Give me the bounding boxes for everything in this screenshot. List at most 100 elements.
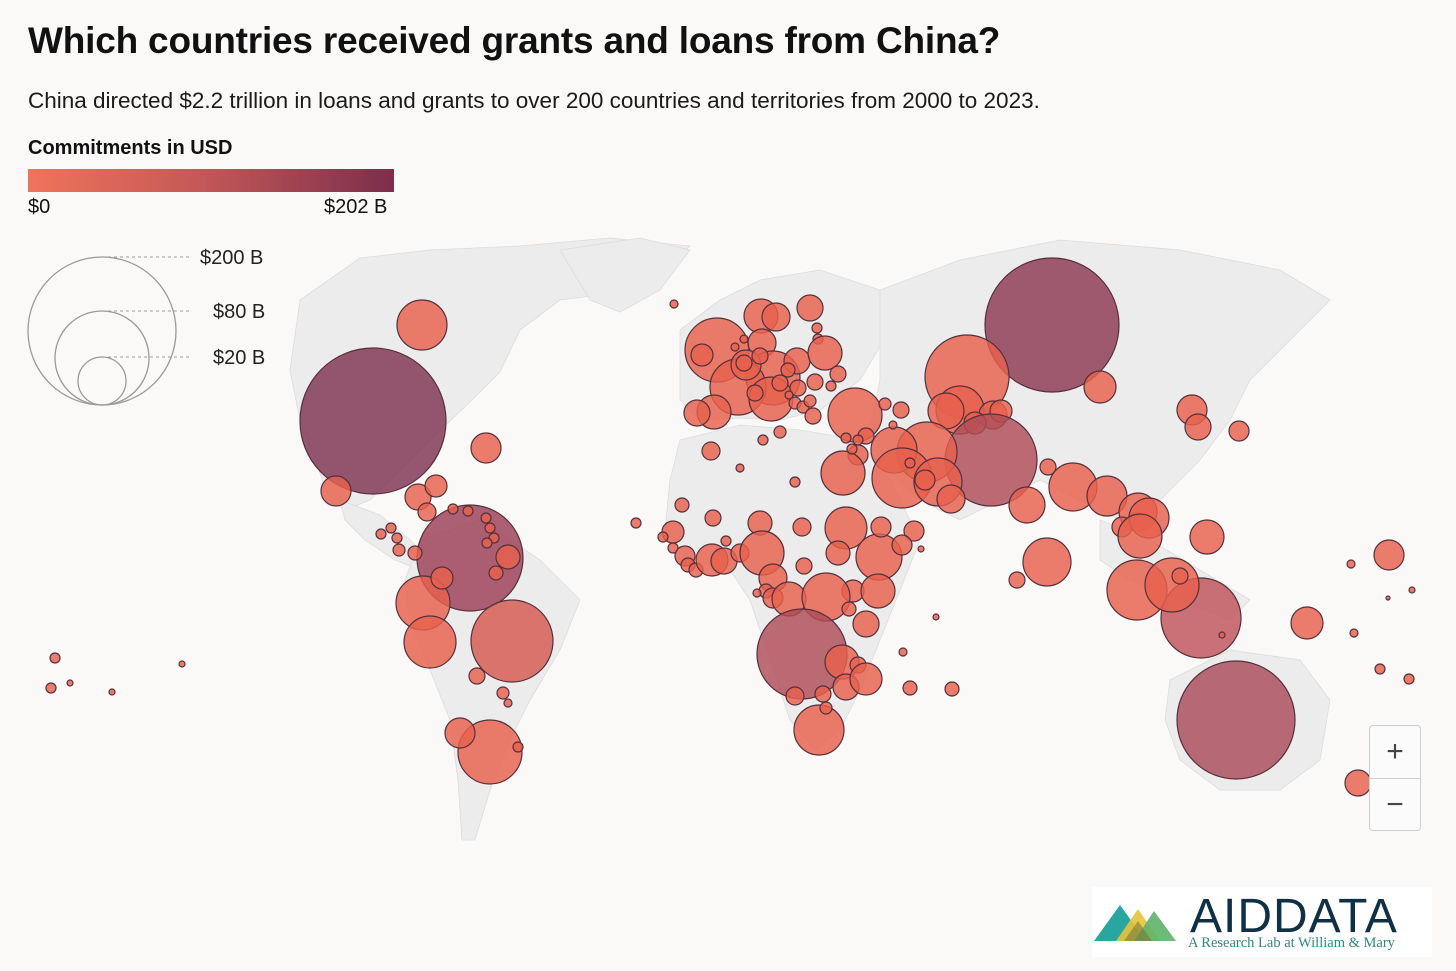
bubble-kenya[interactable] <box>860 573 896 609</box>
bubble-pacific-w1[interactable] <box>49 652 61 664</box>
bubble-andes-small[interactable] <box>503 698 513 708</box>
bubble-guinea-bissau[interactable] <box>667 542 679 554</box>
bubble-caribbean-6[interactable] <box>447 503 459 515</box>
bubble-peru[interactable] <box>403 615 457 669</box>
bubble-kuwait[interactable] <box>904 457 916 469</box>
bubble-romania[interactable] <box>806 373 824 391</box>
bubble-bolivia[interactable] <box>468 667 486 685</box>
bubble-czech[interactable] <box>780 362 796 378</box>
bubble-paraguay[interactable] <box>496 686 510 700</box>
bubble-suriname[interactable] <box>488 565 504 581</box>
bubble-switzerland[interactable] <box>746 384 764 402</box>
bubble-png[interactable] <box>1290 606 1324 640</box>
bubble-caribbean-2[interactable] <box>484 522 496 534</box>
bubble-pacific-w2[interactable] <box>45 682 57 694</box>
bubble-qatar[interactable] <box>914 469 936 491</box>
bubble-lebanon[interactable] <box>852 434 864 446</box>
bubble-mauritius[interactable] <box>944 681 960 697</box>
bubble-greece[interactable] <box>804 407 822 425</box>
bubble-singapore[interactable] <box>1144 557 1200 613</box>
bubble-cambodia[interactable] <box>1117 513 1163 559</box>
bubble-japan[interactable] <box>1228 420 1250 442</box>
bubble-timor[interactable] <box>1218 631 1226 639</box>
bubble-philippines[interactable] <box>1189 519 1225 555</box>
bubble-finland[interactable] <box>796 294 824 322</box>
bubble-jamaica[interactable] <box>417 502 437 522</box>
bubble-caribbean-5[interactable] <box>462 505 474 517</box>
bubble-bermuda[interactable] <box>470 432 502 464</box>
bubble-uruguay[interactable] <box>512 741 524 753</box>
bubble-russia[interactable] <box>984 257 1120 393</box>
bubble-israel[interactable] <box>846 443 858 455</box>
bubble-bahamas[interactable] <box>424 474 448 498</box>
bubble-egypt[interactable] <box>820 450 866 496</box>
bubble-central-4[interactable] <box>392 543 406 557</box>
bubble-oman[interactable] <box>936 484 966 514</box>
bubble-mongolia[interactable] <box>1083 370 1117 404</box>
bubble-brunei[interactable] <box>1171 567 1189 585</box>
bubble-balkans-3[interactable] <box>803 394 817 408</box>
bubble-eu-small-3[interactable] <box>784 390 794 400</box>
bubble-somalia[interactable] <box>917 545 925 553</box>
bubble-mexico[interactable] <box>320 475 352 507</box>
bubble-belarus[interactable] <box>807 335 843 371</box>
bubble-south-korea[interactable] <box>1184 413 1212 441</box>
bubble-central-3[interactable] <box>391 532 403 544</box>
bubble-cape-verde[interactable] <box>630 517 642 529</box>
bubble-comoros[interactable] <box>898 647 908 657</box>
bubble-new-zealand[interactable] <box>1344 769 1372 797</box>
bubble-yemen[interactable] <box>903 520 925 542</box>
bubble-car[interactable] <box>795 557 813 575</box>
bubble-eu-small-1[interactable] <box>739 334 749 344</box>
zoom-in-button[interactable]: + <box>1370 726 1420 779</box>
bubble-australia[interactable] <box>1176 660 1296 780</box>
bubble-usa[interactable] <box>299 347 447 495</box>
bubble-chile[interactable] <box>444 717 476 749</box>
bubble-south-africa[interactable] <box>793 704 845 756</box>
bubble-nepal[interactable] <box>1039 458 1057 476</box>
bubble-nauru[interactable] <box>1385 595 1391 601</box>
bubble-colombia[interactable] <box>430 566 454 590</box>
bubble-ukraine[interactable] <box>829 365 847 383</box>
bubble-cyprus[interactable] <box>840 432 852 444</box>
bubble-central-5[interactable] <box>407 545 423 561</box>
bubble-seychelles[interactable] <box>932 613 940 621</box>
bubble-morocco[interactable] <box>701 441 721 461</box>
bubble-namibia[interactable] <box>785 686 805 706</box>
bubble-caribbean-1[interactable] <box>480 512 492 524</box>
bubble-austria[interactable] <box>771 374 789 392</box>
bubble-mauritania[interactable] <box>674 497 690 513</box>
bubble-solomon[interactable] <box>1349 628 1359 638</box>
bubble-belgium[interactable] <box>735 354 753 372</box>
bubble-portugal[interactable] <box>683 399 711 427</box>
bubble-baltics-1[interactable] <box>811 322 823 334</box>
bubble-caribbean-4[interactable] <box>481 537 493 549</box>
bubble-chad[interactable] <box>792 517 812 537</box>
bubble-lesotho[interactable] <box>819 701 833 715</box>
bubble-south-sudan[interactable] <box>825 540 851 566</box>
bubble-pacific-w4[interactable] <box>108 688 116 696</box>
bubble-central-1[interactable] <box>375 528 387 540</box>
bubble-tunisia[interactable] <box>773 425 787 439</box>
bubble-madagascar[interactable] <box>902 680 918 696</box>
bubble-armenia[interactable] <box>888 420 898 430</box>
bubble-sweden[interactable] <box>761 302 791 332</box>
bubble-pacific-w5[interactable] <box>178 660 186 668</box>
bubble-fiji[interactable] <box>1403 673 1415 685</box>
bubble-burkina[interactable] <box>720 535 732 547</box>
bubble-tanzania[interactable] <box>852 610 880 638</box>
bubble-eu-small-2[interactable] <box>730 342 740 352</box>
bubble-georgia[interactable] <box>878 397 892 411</box>
country-bubbles[interactable] <box>45 257 1416 797</box>
bubble-india[interactable] <box>1008 486 1046 524</box>
bubble-gambia[interactable] <box>657 531 669 543</box>
zoom-out-button[interactable]: − <box>1386 788 1404 821</box>
bubble-algeria[interactable] <box>757 434 769 446</box>
bubble-canada[interactable] <box>396 299 448 351</box>
bubble-hungary[interactable] <box>789 379 807 397</box>
bubble-iceland[interactable] <box>669 299 679 309</box>
bubble-rwanda[interactable] <box>841 601 857 617</box>
bubble-azerbaijan[interactable] <box>892 401 910 419</box>
bubble-lux[interactable] <box>751 347 769 365</box>
